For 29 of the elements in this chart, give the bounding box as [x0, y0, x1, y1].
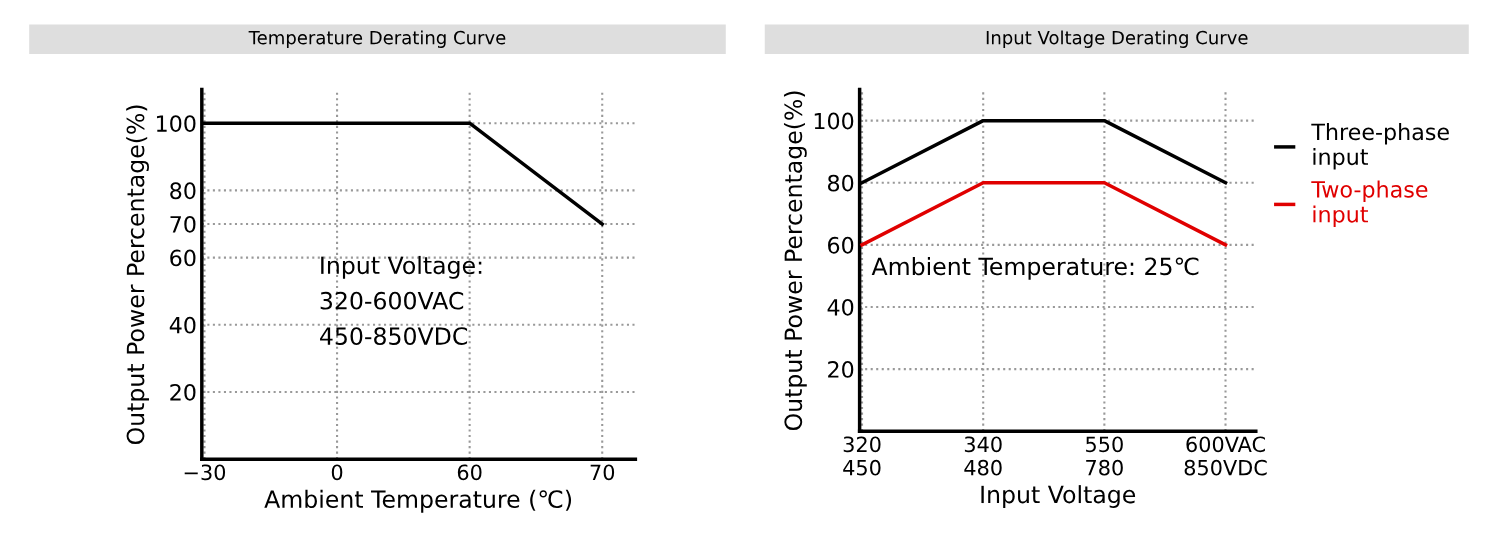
- x-tick-label: 600VAC 850VDC: [1184, 436, 1267, 476]
- y-tick-label: 70: [170, 215, 196, 233]
- y-axis-title: Output Power Percentage(%): [126, 105, 149, 445]
- x-tick-label: 60: [457, 464, 482, 481]
- annotation: Ambient Temperature: 25℃: [871, 256, 1199, 280]
- x-tick-label: 550 780: [1086, 436, 1123, 476]
- y-tick-label: 20: [170, 383, 196, 401]
- x-axis-title: Ambient Temperature (℃): [264, 489, 572, 513]
- x-axis-title: Input Voltage: [981, 485, 1136, 508]
- y-tick-label: 40: [827, 298, 854, 316]
- y-axis-title: Output Power Percentage(%): [783, 91, 807, 431]
- y-tick-label: 80: [827, 174, 854, 192]
- y-tick-label: 80: [170, 182, 196, 200]
- x-tick-label: 340 480: [964, 436, 1002, 476]
- y-tick-label: 60: [828, 236, 854, 254]
- annotation: Input Voltage: 320-600VAC 450-850VDC: [320, 255, 482, 346]
- chart-title: Input Voltage Derating Curve: [986, 30, 1248, 48]
- y-tick-label: 40: [169, 316, 196, 334]
- legend-label: Three-phase input: [1311, 123, 1449, 170]
- y-tick-label: 60: [170, 249, 196, 267]
- x-tick-label: 0: [331, 464, 343, 481]
- y-tick-label: 100: [814, 112, 854, 130]
- chart-title: Temperature Derating Curve: [248, 30, 506, 48]
- x-tick-label: −30: [184, 464, 226, 481]
- legend-label: Two-phase input: [1311, 180, 1428, 227]
- x-tick-label: 70: [590, 464, 615, 481]
- y-tick-label: 20: [828, 361, 854, 378]
- y-tick-label: 100: [156, 115, 196, 132]
- x-tick-label: 320 450: [843, 436, 881, 476]
